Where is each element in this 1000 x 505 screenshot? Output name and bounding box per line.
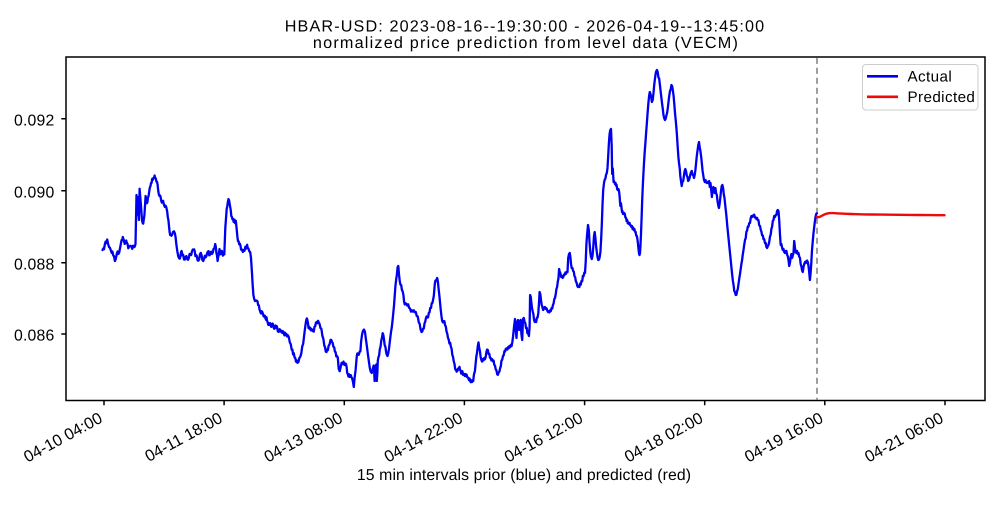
svg-text:0.086: 0.086 (14, 328, 55, 345)
svg-text:15 min intervals prior (blue): 15 min intervals prior (blue) and predic… (357, 467, 691, 484)
svg-text:HBAR-USD: 2023-08-16--19:30:00: HBAR-USD: 2023-08-16--19:30:00 - 2026-04… (285, 18, 765, 36)
svg-text:Predicted: Predicted (908, 89, 976, 106)
svg-text:0.092: 0.092 (14, 112, 55, 129)
svg-text:Actual: Actual (908, 69, 953, 86)
svg-text:normalized price prediction fr: normalized price prediction from level d… (313, 34, 739, 52)
svg-text:0.088: 0.088 (14, 256, 55, 273)
svg-text:0.090: 0.090 (14, 184, 55, 201)
